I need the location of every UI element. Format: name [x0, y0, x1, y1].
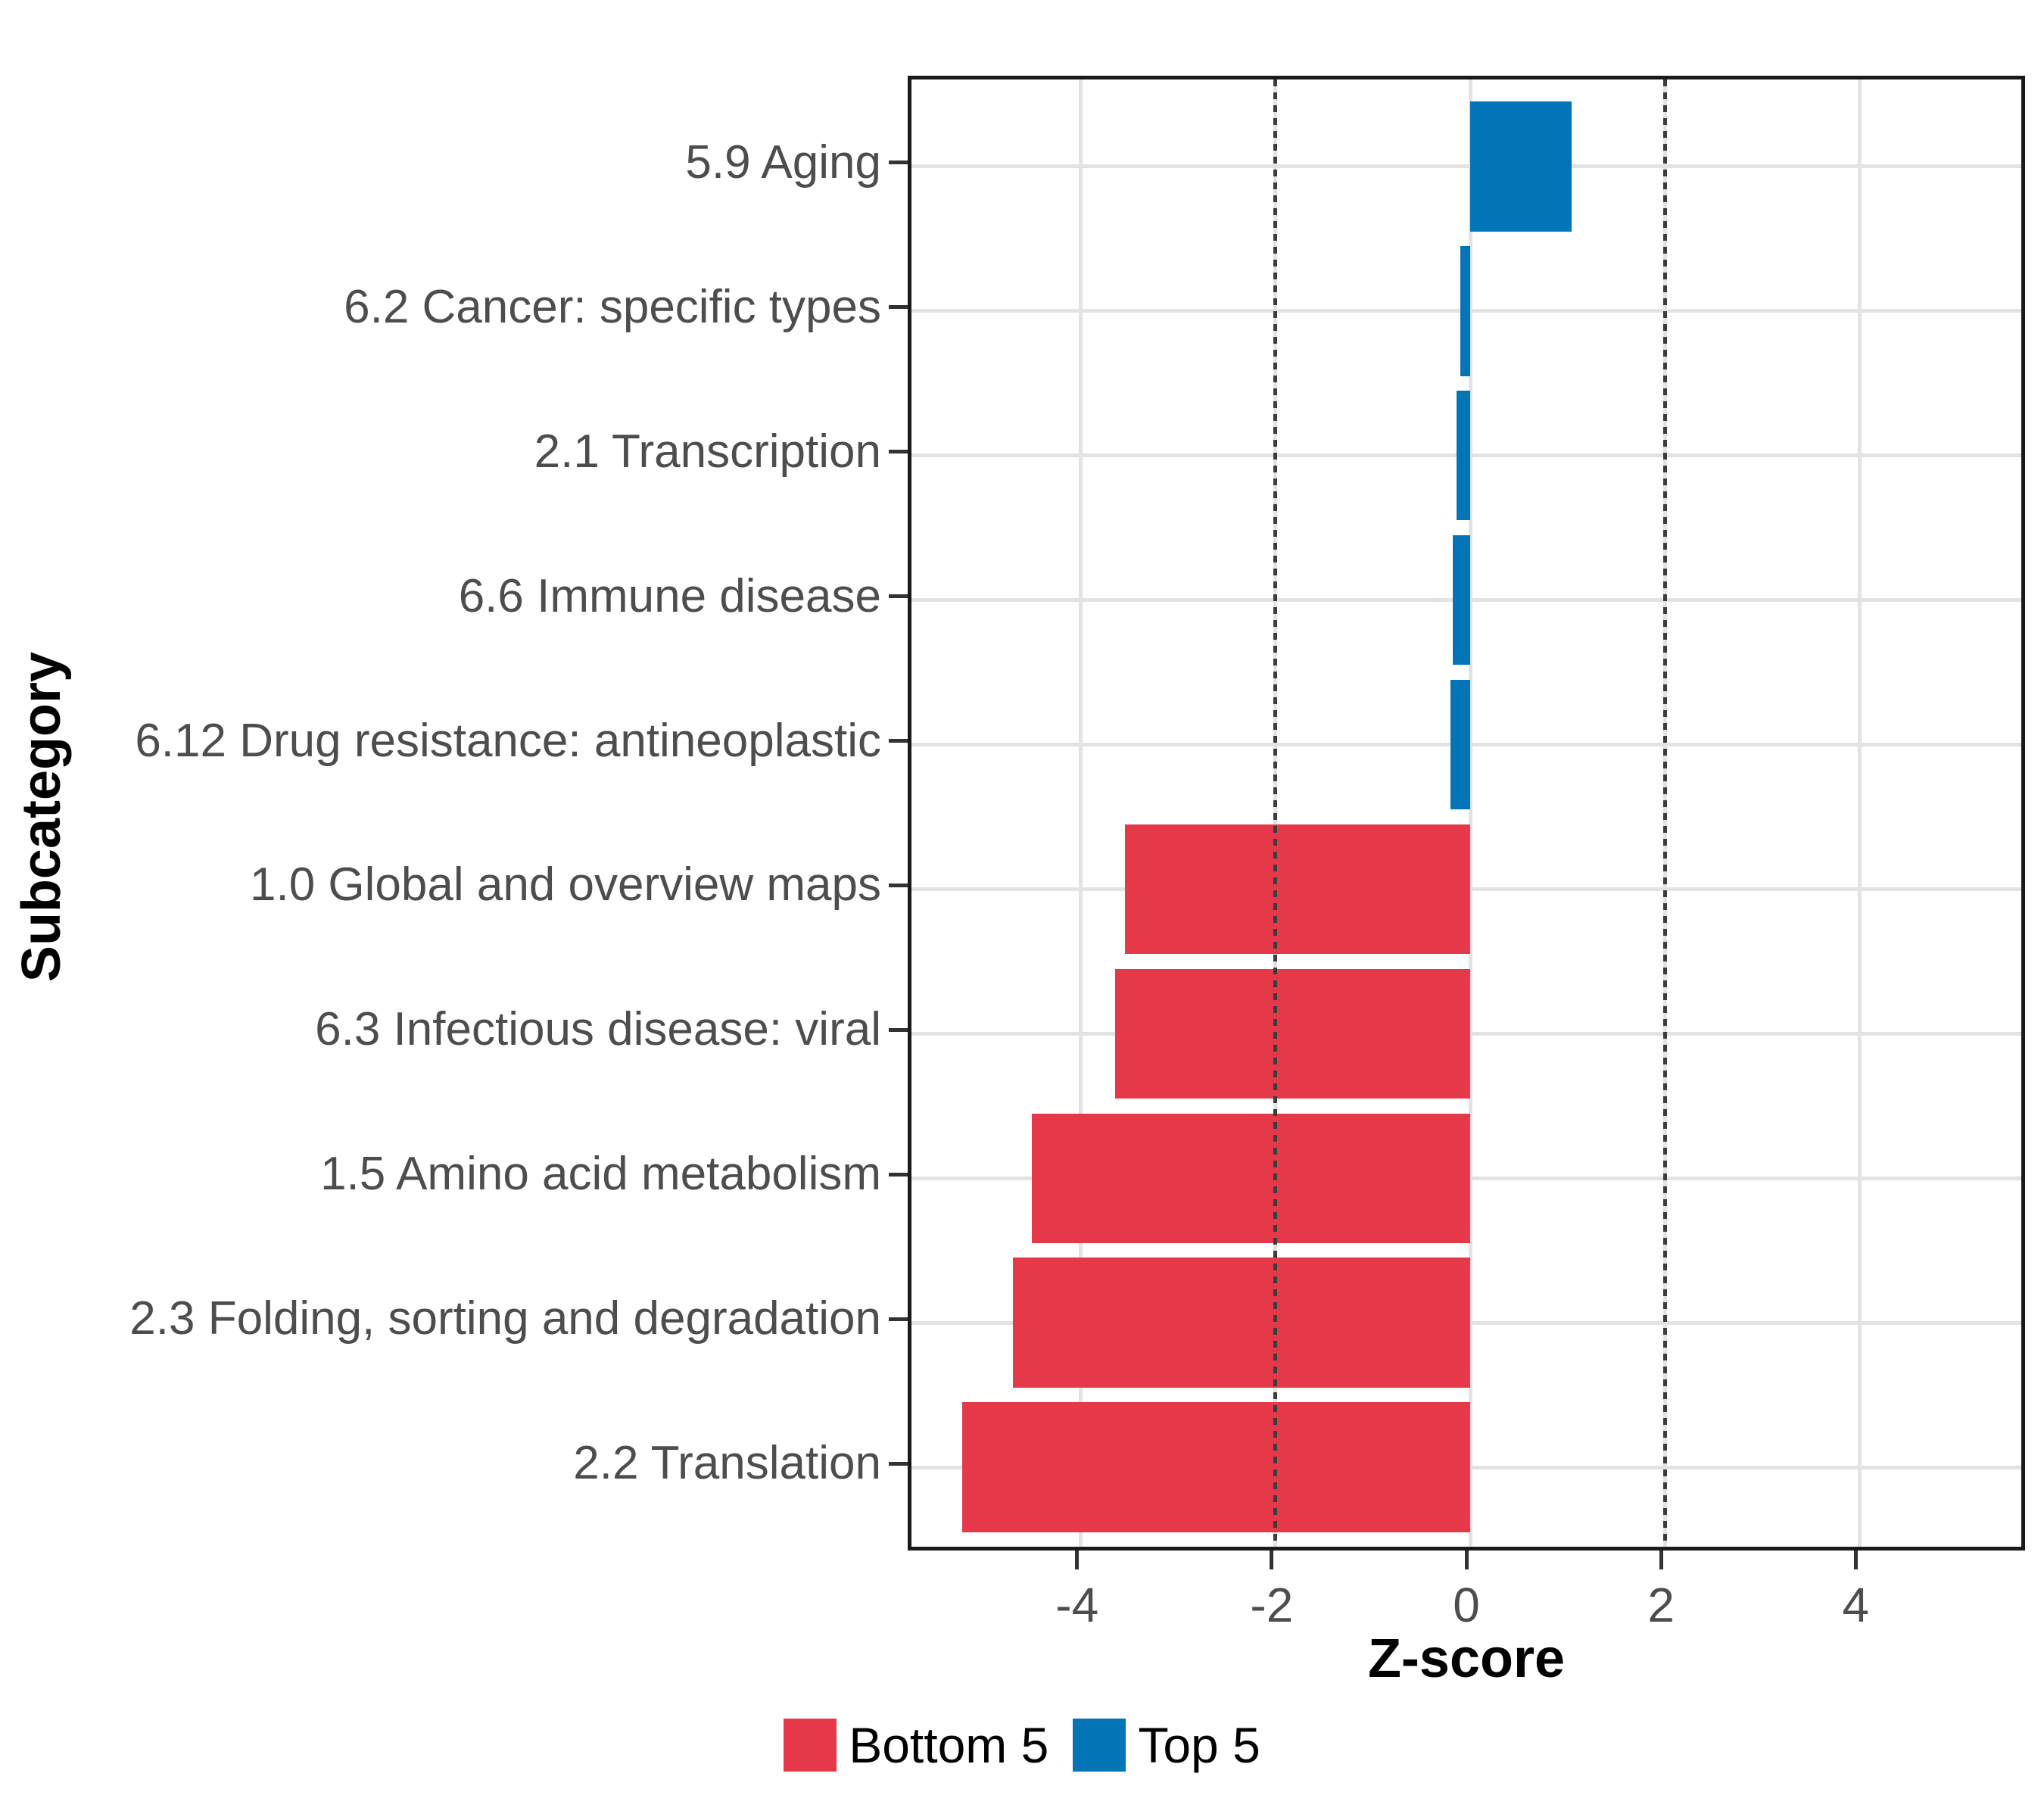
gridline-horizontal: [911, 164, 2021, 169]
y-tick-mark: [889, 594, 908, 599]
bar-negative: [1114, 968, 1470, 1099]
legend-entry-label: Top 5: [1138, 1717, 1260, 1773]
bar-negative: [1450, 679, 1470, 810]
bar-negative: [1012, 1258, 1470, 1388]
x-axis-tick-label: 4: [1842, 1578, 1870, 1632]
x-tick-mark: [1270, 1551, 1274, 1569]
plot-panel: [908, 76, 2025, 1551]
bar-negative: [1457, 390, 1470, 521]
legend-entry: Top 5: [1073, 1719, 1260, 1772]
gridline-vertical: [1857, 79, 1862, 1547]
x-axis-tick-label: -4: [1055, 1578, 1099, 1632]
legend-entry: Bottom 5: [784, 1719, 1048, 1772]
y-tick-mark: [889, 883, 908, 887]
y-tick-mark: [889, 1317, 908, 1321]
x-tick-mark: [1075, 1551, 1080, 1569]
x-axis-tick-label: 0: [1453, 1578, 1480, 1632]
y-axis-category-label: 6.3 Infectious disease: viral: [315, 1003, 881, 1056]
y-axis-category-label: 2.2 Translation: [573, 1437, 881, 1490]
legend-entry-label: Bottom 5: [849, 1717, 1049, 1773]
bar-negative: [1452, 535, 1470, 665]
y-axis-category-label: 6.12 Drug resistance: antineoplastic: [135, 714, 881, 767]
y-axis-category-label: 1.5 Amino acid metabolism: [320, 1148, 881, 1201]
y-tick-mark: [889, 305, 908, 310]
gridline-vertical: [1079, 79, 1083, 1547]
guide-line-dotted: [1273, 79, 1278, 1547]
x-tick-mark: [1853, 1551, 1858, 1569]
y-axis-title: Subcategory: [11, 651, 72, 983]
bar-negative: [1460, 245, 1470, 376]
y-axis-category-label: 2.1 Transcription: [534, 425, 881, 478]
x-axis-tick-label: 2: [1647, 1578, 1675, 1632]
y-tick-mark: [889, 1461, 908, 1466]
bar-positive: [1470, 101, 1572, 232]
y-axis-category-label: 5.9 Aging: [685, 136, 881, 189]
y-tick-mark: [889, 161, 908, 165]
bar-negative: [1124, 824, 1470, 955]
x-axis-title: Z-score: [1367, 1628, 1566, 1689]
x-tick-mark: [1464, 1551, 1469, 1569]
y-tick-mark: [889, 450, 908, 454]
legend-key-swatch: [1073, 1719, 1126, 1772]
bar-negative: [1032, 1113, 1470, 1244]
legend: Bottom 5 Top 5: [0, 1719, 2044, 1772]
guide-line-dotted: [1662, 79, 1667, 1547]
gridline-vertical: [1468, 79, 1472, 1547]
y-axis-category-label: 6.2 Cancer: specific types: [344, 280, 881, 333]
bar-negative: [961, 1402, 1470, 1533]
y-tick-mark: [889, 739, 908, 743]
y-axis-category-label: 2.3 Folding, sorting and degradation: [129, 1292, 881, 1345]
x-axis-tick-label: -2: [1250, 1578, 1294, 1632]
y-tick-mark: [889, 1027, 908, 1032]
y-axis-category-label: 6.6 Immune disease: [458, 569, 881, 622]
legend-key-swatch: [784, 1719, 837, 1772]
y-tick-mark: [889, 1172, 908, 1177]
x-tick-mark: [1659, 1551, 1663, 1569]
y-axis-category-label: 1.0 Global and overview maps: [249, 859, 881, 912]
